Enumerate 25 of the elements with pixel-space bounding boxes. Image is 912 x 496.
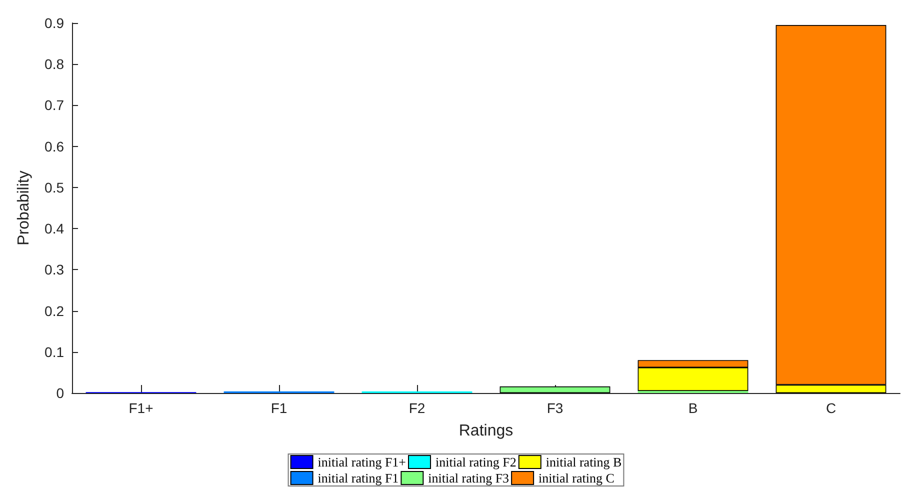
y-tick-label: 0 xyxy=(56,385,64,401)
x-tick-label: B xyxy=(688,400,698,416)
x-tick-label: F1+ xyxy=(128,400,154,416)
y-tick-label: 0.4 xyxy=(44,220,64,237)
legend-label: initial rating B xyxy=(546,454,622,470)
legend-label: initial rating F1+ xyxy=(318,454,406,470)
y-tick-label: 0.2 xyxy=(44,302,64,319)
y-tick-label: 0.9 xyxy=(44,15,64,31)
legend-label: initial rating F2 xyxy=(436,454,516,470)
x-tick-label: F3 xyxy=(546,400,564,416)
bar xyxy=(500,386,610,393)
legend-label: initial rating C xyxy=(538,470,614,486)
y-tick-label: 0.1 xyxy=(44,344,64,360)
legend-label: initial rating F1 xyxy=(318,470,399,486)
x-tick-label: F1 xyxy=(270,400,288,416)
y-tick-label: 0.3 xyxy=(44,262,64,278)
x-tick-label: C xyxy=(826,400,836,416)
y-tick-label: 0.8 xyxy=(44,56,64,72)
legend-label: initial rating F3 xyxy=(428,470,510,486)
x-tick-label: F2 xyxy=(408,400,426,416)
x-axis-title: Ratings xyxy=(458,422,514,440)
y-tick-label: 0.5 xyxy=(44,179,64,196)
y-axis-title: Probability xyxy=(16,170,32,246)
y-tick-label: 0.6 xyxy=(44,138,64,154)
y-tick-label: 0.7 xyxy=(44,97,64,114)
